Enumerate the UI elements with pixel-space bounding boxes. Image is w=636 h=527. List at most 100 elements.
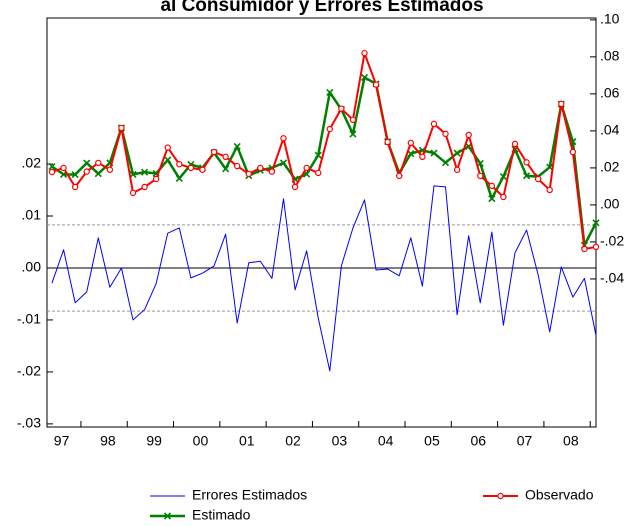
point-marker — [106, 166, 114, 173]
x-tick-label: 07 — [517, 433, 533, 449]
y2-tick-label: -.04 — [600, 270, 624, 286]
point-marker — [164, 144, 171, 151]
y-tick-label: .00 — [22, 259, 42, 275]
x-tick-label: 06 — [470, 433, 486, 449]
x-tick-label: 97 — [54, 433, 70, 449]
chart-title: al Consumidor y Errores Estimados — [160, 0, 483, 16]
point-marker — [326, 88, 334, 96]
legend-label: Observado — [525, 487, 594, 503]
point-marker — [442, 130, 449, 138]
point-marker — [419, 153, 426, 161]
point-marker — [245, 170, 252, 178]
x-tick-label: 00 — [193, 433, 209, 449]
x-tick-label: 08 — [563, 433, 579, 449]
y2-tick-label: .04 — [600, 122, 620, 138]
y-tick-label: -.03 — [17, 415, 41, 431]
point-marker — [279, 159, 288, 167]
point-marker — [280, 135, 287, 142]
point-marker — [441, 159, 450, 167]
point-marker — [581, 245, 588, 253]
point-marker — [546, 186, 553, 194]
point-marker — [291, 183, 299, 191]
point-marker — [499, 173, 507, 181]
x-tick-label: 05 — [424, 433, 440, 449]
point-marker — [396, 172, 403, 180]
point-marker — [430, 149, 438, 157]
point-marker — [569, 148, 577, 156]
point-marker — [129, 189, 137, 197]
point-marker — [592, 243, 600, 251]
y-tick-label: -.02 — [17, 363, 41, 379]
y-tick-label: -.01 — [17, 311, 41, 327]
y2-tick-label: .02 — [600, 159, 620, 175]
point-marker — [71, 171, 79, 179]
point-marker — [141, 168, 149, 176]
point-marker — [48, 168, 56, 176]
point-marker — [384, 138, 391, 146]
point-marker — [523, 159, 530, 166]
point-marker — [500, 193, 507, 201]
point-marker — [95, 159, 102, 167]
x-tick-label: 03 — [332, 433, 348, 449]
x-tick-label: 99 — [146, 433, 162, 449]
point-marker — [349, 130, 357, 138]
point-marker — [488, 195, 496, 203]
point-marker — [71, 183, 79, 191]
point-marker — [314, 151, 322, 159]
point-marker — [558, 100, 565, 108]
y-tick-label: .02 — [22, 155, 42, 171]
point-marker — [268, 168, 276, 175]
point-marker — [407, 150, 415, 158]
x-tick-label: 98 — [100, 433, 116, 449]
point-marker — [303, 164, 310, 172]
point-marker — [338, 105, 345, 112]
y2-tick-label: .10 — [600, 11, 620, 27]
point-marker — [175, 174, 183, 183]
point-marker — [164, 156, 172, 164]
point-marker — [453, 166, 461, 173]
point-marker — [326, 125, 333, 133]
point-marker — [176, 161, 183, 168]
point-marker — [522, 172, 531, 180]
point-marker — [233, 142, 241, 151]
point-marker — [315, 169, 322, 177]
x-tick-label: 04 — [378, 433, 394, 449]
point-marker — [233, 162, 241, 170]
point-marker — [257, 164, 264, 172]
point-marker — [187, 164, 195, 172]
point-marker — [60, 164, 67, 172]
point-marker — [465, 131, 472, 139]
series-line — [51, 76, 598, 247]
point-marker — [210, 148, 218, 156]
legend-marker — [497, 492, 504, 500]
point-marker — [372, 81, 380, 88]
point-marker — [361, 49, 368, 57]
point-marker — [407, 139, 415, 147]
point-marker — [94, 170, 102, 178]
point-marker — [141, 183, 148, 191]
series-line — [51, 185, 597, 372]
point-marker — [511, 140, 519, 148]
y2-tick-label: .00 — [600, 196, 620, 212]
point-marker — [592, 219, 600, 227]
point-marker — [83, 159, 91, 167]
point-marker — [349, 116, 357, 123]
point-marker — [430, 120, 438, 128]
point-marker — [222, 153, 229, 161]
y2-tick-label: -.02 — [600, 233, 624, 249]
y2-tick-label: .08 — [600, 48, 620, 64]
y-tick-label: .01 — [22, 207, 42, 223]
x-tick-label: 02 — [285, 433, 301, 449]
point-marker — [222, 165, 230, 173]
point-marker — [199, 166, 206, 173]
point-marker — [118, 124, 125, 132]
point-marker — [453, 149, 461, 157]
legend-label: Estimado — [192, 507, 251, 523]
point-marker — [360, 73, 369, 81]
plot-frame — [46, 17, 597, 428]
point-marker — [477, 172, 484, 180]
legend-marker — [163, 512, 172, 520]
x-tick-label: 01 — [239, 433, 255, 449]
point-marker — [534, 175, 542, 183]
